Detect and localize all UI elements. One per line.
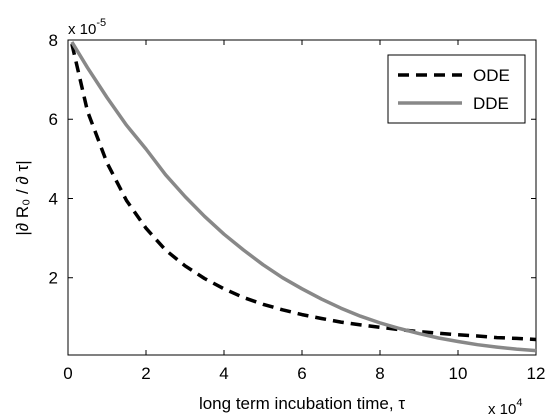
y-tick-label: 6: [49, 110, 58, 129]
legend-box: [387, 54, 526, 124]
y-exponent-power: -5: [96, 17, 106, 29]
x-exponent-power: 4: [516, 397, 522, 409]
axis-ticks: 0 2 4 6 8 10 12 2 4 6 8: [49, 31, 546, 383]
x-tick-label: 4: [219, 364, 228, 383]
x-axis-label: long term incubation time, τ: [199, 394, 405, 413]
x-tick-label: 12: [527, 364, 546, 383]
x-tick-label: 0: [63, 364, 72, 383]
y-tick-label: 2: [49, 269, 58, 288]
y-axis-label: |∂ R₀ / ∂ τ|: [13, 160, 32, 235]
legend: ODE DDE: [387, 54, 526, 124]
legend-label-dde: DDE: [473, 94, 509, 113]
series-lines: [70, 41, 537, 353]
series-line-ode: [70, 43, 537, 342]
series-line-dde: [70, 41, 537, 353]
y-tick-label: 4: [49, 189, 58, 208]
y-exponent-label: x 10-5: [68, 17, 106, 38]
x-tick-label: 8: [375, 364, 384, 383]
y-tick-label: 8: [49, 31, 58, 50]
x-exponent-label: x 104: [488, 397, 522, 418]
x-tick-label: 2: [141, 364, 150, 383]
x-tick-label: 10: [449, 364, 468, 383]
x-tick-label: 6: [297, 364, 306, 383]
y-exponent-base: x 10: [68, 21, 96, 38]
legend-label-ode: ODE: [473, 66, 510, 85]
x-exponent-base: x 10: [488, 401, 516, 418]
